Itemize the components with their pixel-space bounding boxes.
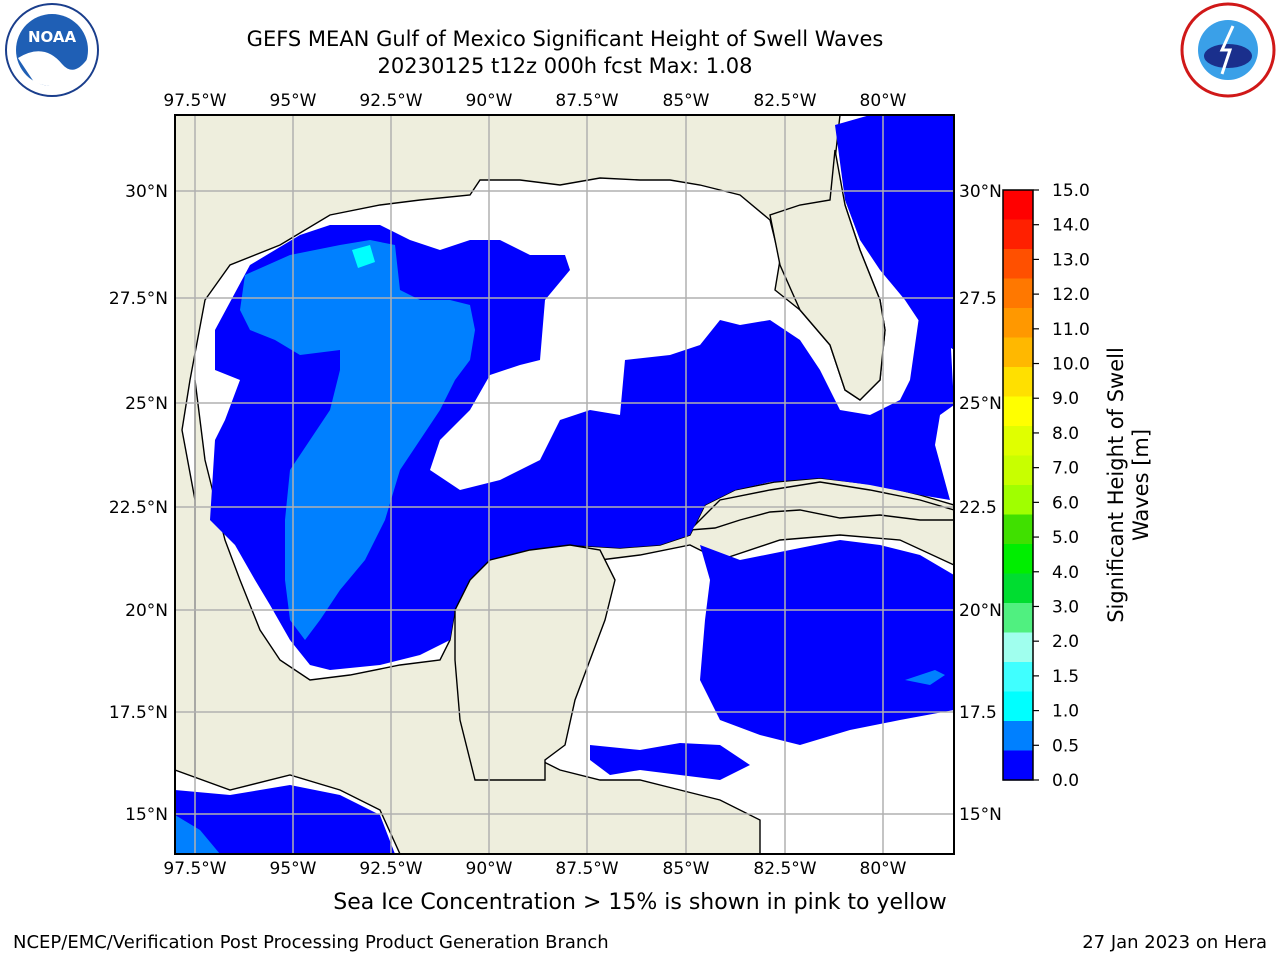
- lat-labels-right: 30°N 27.5 25°N 22.5 20°N 17.5 15°N: [959, 182, 1002, 825]
- lon-labels-top: 97.5°W 95°W 92.5°W 90°W 87.5°W 85°W 82.5…: [163, 91, 906, 111]
- colorbar-segment: [1003, 573, 1033, 604]
- lon-label: 90°W: [466, 91, 513, 111]
- colorbar-tick-label: 4.0: [1052, 563, 1079, 583]
- lon-label: 80°W: [860, 859, 907, 879]
- colorbar-label: Significant Height of Swell Waves [m]: [1104, 347, 1153, 623]
- colorbar-segment: [1003, 219, 1033, 250]
- lat-label: 22.5: [959, 498, 997, 518]
- colorbar-segment: [1003, 455, 1033, 486]
- colorbar-segment: [1003, 249, 1033, 280]
- lat-labels-left: 30°N 27.5°N 25°N 22.5°N 20°N 17.5°N 15°N: [109, 182, 168, 825]
- lat-label: 17.5: [959, 703, 997, 723]
- colorbar-tick-label: 13.0: [1052, 250, 1090, 270]
- colorbar-segment: [1003, 308, 1033, 339]
- colorbar-segment: [1003, 337, 1033, 368]
- colorbar-tick-label: 8.0: [1052, 424, 1079, 444]
- colorbar-ticks: 15.0 14.0 13.0 12.0 11.0 10.0 9.0 8.0 7.0 6.0 5.0 4…: [1033, 181, 1090, 791]
- map-frame: [174, 114, 955, 855]
- colorbar-tick-label: 0.5: [1052, 736, 1079, 756]
- footer-credit: NCEP/EMC/Verification Post Processing Pr…: [13, 932, 609, 953]
- lon-label: 80°W: [860, 91, 907, 111]
- sea-ice-note: Sea Ice Concentration > 15% is shown in …: [333, 890, 947, 915]
- lon-label: 87.5°W: [555, 859, 618, 879]
- lat-label: 25°N: [959, 394, 1002, 414]
- chart-title: GEFS MEAN Gulf of Mexico Significant Hei…: [246, 27, 884, 51]
- colorbar-segment: [1003, 367, 1033, 398]
- colorbar-segment: [1003, 662, 1033, 693]
- colorbar-segment: [1003, 691, 1033, 722]
- gridlines: [175, 115, 954, 854]
- colorbar-segment: [1003, 485, 1033, 516]
- lat-label: 15°N: [125, 805, 168, 825]
- colorbar-segment: [1003, 721, 1033, 752]
- colorbar-tick-label: 11.0: [1052, 320, 1090, 340]
- swell-contour-1.0-1.5: [352, 245, 375, 268]
- colorbar-tick-label: 3.0: [1052, 597, 1079, 617]
- colorbar-tick-label: 0.0: [1052, 771, 1079, 791]
- cuba-island: [688, 481, 954, 531]
- lon-label: 97.5°W: [163, 91, 226, 111]
- colorbar-label-line2: Waves [m]: [1129, 429, 1153, 541]
- noaa-logo: NOAA: [5, 3, 99, 97]
- colorbar-tick-label: 7.0: [1052, 459, 1079, 479]
- lon-label: 82.5°W: [753, 859, 816, 879]
- colorbar-segment: [1003, 514, 1033, 545]
- lon-label: 92.5°W: [359, 91, 422, 111]
- colorbar-tick-label: 1.5: [1052, 667, 1079, 687]
- colorbar-segment: [1003, 190, 1033, 221]
- lat-label: 22.5°N: [109, 498, 168, 518]
- lat-label: 20°N: [959, 601, 1002, 621]
- lat-label: 15°N: [959, 805, 1002, 825]
- colorbar-segment: [1003, 426, 1033, 457]
- colorbar-tick-label: 6.0: [1052, 493, 1079, 513]
- lat-label: 30°N: [959, 182, 1002, 202]
- lon-label: 97.5°W: [163, 859, 226, 879]
- colorbar-segment: [1003, 278, 1033, 309]
- colorbar-tick-label: 9.0: [1052, 389, 1079, 409]
- colorbar-frame: [1002, 189, 1034, 781]
- yucatan-peninsula: [454, 544, 616, 781]
- lon-label: 87.5°W: [555, 91, 618, 111]
- colorbar-segment: [1003, 396, 1033, 427]
- lat-label: 27.5°N: [109, 289, 168, 309]
- colorbar-segment: [1003, 632, 1033, 663]
- colorbar-tick-label: 1.0: [1052, 702, 1079, 722]
- lon-label: 82.5°W: [753, 91, 816, 111]
- chart-subtitle: 20230125 t12z 000h fcst Max: 1.08: [377, 54, 753, 78]
- colorbar-segment: [1003, 750, 1033, 781]
- colorbar-tick-label: 5.0: [1052, 528, 1079, 548]
- lat-label: 17.5°N: [109, 703, 168, 723]
- lon-label: 85°W: [663, 91, 710, 111]
- lat-label: 25°N: [125, 394, 168, 414]
- lat-label: 20°N: [125, 601, 168, 621]
- lon-label: 85°W: [663, 859, 710, 879]
- lon-labels-bottom: 97.5°W 95°W 92.5°W 90°W 87.5°W 85°W 82.5…: [163, 859, 906, 879]
- swell-contour-0.5-1.0: [175, 240, 945, 854]
- colorbar: [1002, 189, 1034, 781]
- lat-label: 27.5: [959, 289, 997, 309]
- colorbar-tick-label: 14.0: [1052, 216, 1090, 236]
- colorbar-segment: [1003, 603, 1033, 634]
- colorbar-segment: [1003, 544, 1033, 575]
- svg-text:NOAA: NOAA: [28, 28, 77, 46]
- lon-label: 95°W: [270, 859, 317, 879]
- colorbar-tick-label: 2.0: [1052, 632, 1079, 652]
- florida-coastline: [769, 149, 886, 401]
- lat-label: 30°N: [125, 182, 168, 202]
- footer-date: 27 Jan 2023 on Hera: [1082, 932, 1267, 953]
- colorbar-tick-label: 12.0: [1052, 285, 1090, 305]
- colorbar-label-line1: Significant Height of Swell: [1104, 347, 1128, 623]
- colorbar-tick-label: 10.0: [1052, 355, 1090, 375]
- lon-label: 92.5°W: [359, 859, 422, 879]
- national-weather-service-logo: [1180, 2, 1276, 98]
- lon-label: 90°W: [466, 859, 513, 879]
- lon-label: 95°W: [270, 91, 317, 111]
- colorbar-tick-label: 15.0: [1052, 181, 1090, 201]
